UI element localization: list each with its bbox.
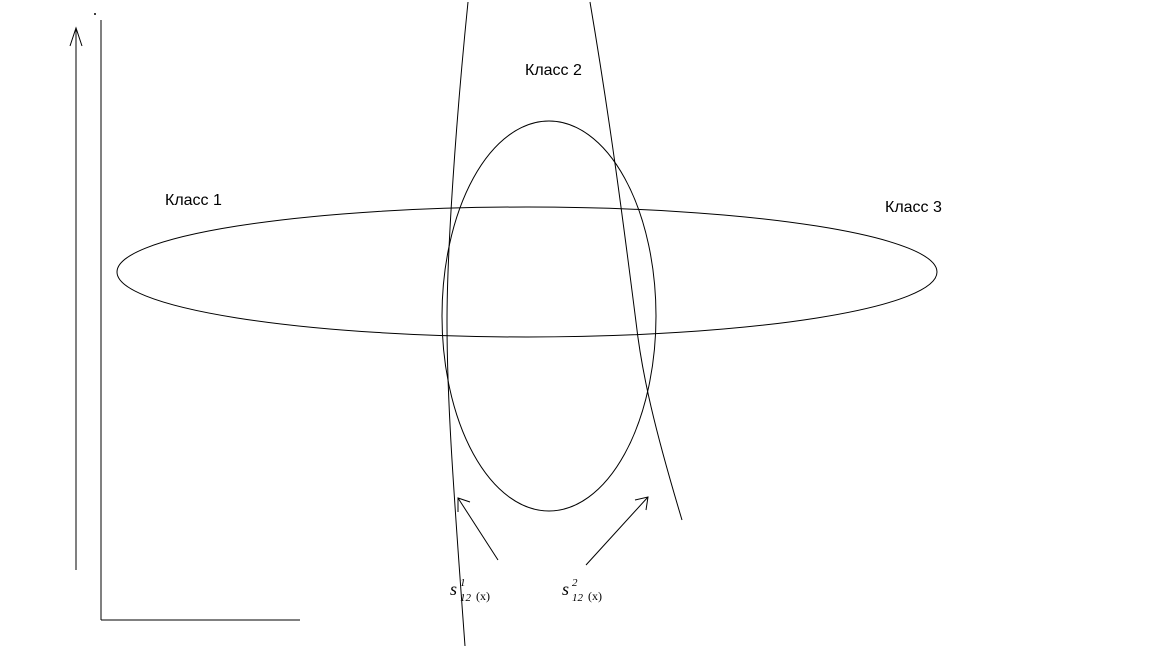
pointer-arrow-1-icon [458, 498, 498, 560]
up-arrow-icon [70, 28, 82, 570]
stray-dot-icon [94, 13, 96, 15]
class2-label: Класс 2 [525, 62, 582, 79]
class1-label: Класс 1 [165, 192, 222, 209]
formula-s1-sub: 12 [460, 592, 472, 604]
formula-s2-sup: 2 [572, 577, 578, 589]
boundary-left [447, 2, 468, 646]
formula-s2-base: s [562, 579, 569, 599]
formula-s1: s 1 12 (x) [450, 577, 490, 604]
class3-label: Класс 3 [885, 199, 942, 216]
formula-s2-tail: (x) [588, 589, 602, 603]
wide-ellipse [117, 207, 937, 337]
pointer-arrow-2-icon [586, 497, 648, 565]
diagram-canvas: Класс 1 Класс 2 Класс 3 s 1 12 (x) s 2 1… [0, 0, 1152, 648]
formula-s1-sup: 1 [460, 577, 466, 589]
formula-s1-base: s [450, 579, 457, 599]
boundary-right [590, 2, 682, 520]
formula-s2: s 2 12 (x) [562, 577, 602, 604]
formula-s2-sub: 12 [572, 592, 584, 604]
tall-ellipse [442, 121, 656, 511]
formula-s1-tail: (x) [476, 589, 490, 603]
